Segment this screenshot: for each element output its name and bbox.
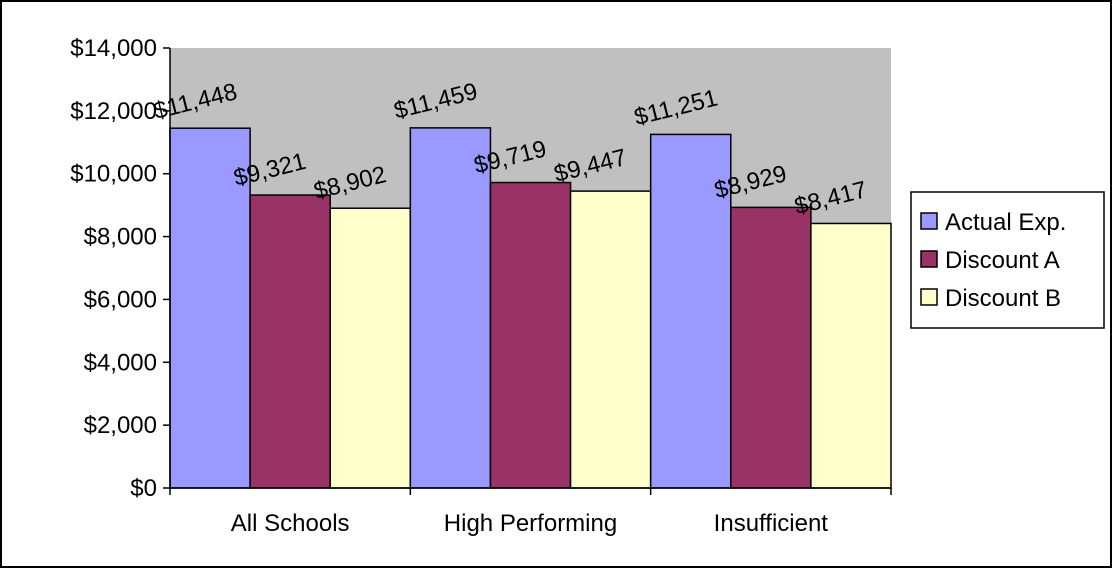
bar-discount-a-insufficient	[730, 206, 812, 489]
y-tick-label: $12,000	[70, 98, 157, 125]
x-category-label: High Performing	[444, 510, 617, 537]
bar-discount-b-high-performing	[569, 190, 652, 489]
y-tick-label: $14,000	[70, 35, 157, 62]
bar-discount-b-all-schools	[329, 207, 412, 489]
y-axis-tick-labels: $0 $2,000 $4,000 $6,000 $8,000 $10,000 $12,000…	[70, 35, 157, 502]
bar-actual-exp-insufficient	[649, 133, 732, 489]
bar-actual-exp-high-performing	[409, 127, 492, 489]
x-category-label: Insufficient	[714, 510, 829, 537]
y-tick-label: $6,000	[84, 286, 157, 313]
legend-swatch-actual-exp	[920, 212, 938, 230]
legend-label: Discount A	[945, 247, 1060, 274]
legend-swatch-discount-a	[920, 250, 938, 268]
y-tick-label: $2,000	[84, 412, 157, 439]
legend-swatch-discount-b	[920, 288, 938, 306]
axes-group	[163, 47, 892, 495]
legend-box	[910, 191, 1105, 329]
bar-actual-exp-all-schools	[169, 127, 251, 489]
x-category-label: All Schools	[231, 510, 350, 537]
legend-label: Actual Exp.	[945, 209, 1066, 236]
legend-label: Discount B	[945, 285, 1061, 312]
y-tick-label: $4,000	[84, 349, 157, 376]
y-tick-label: $8,000	[84, 224, 157, 251]
bar-discount-a-high-performing	[489, 181, 572, 489]
bar-discount-b-insufficient	[810, 222, 892, 489]
y-tick-label: $10,000	[70, 161, 157, 188]
bar-discount-a-all-schools	[249, 194, 331, 489]
legend: Actual Exp. Discount A Discount B	[910, 191, 1105, 329]
x-axis-category-labels: All Schools High Performing Insufficient	[231, 510, 829, 537]
bars-group	[169, 127, 892, 489]
y-tick-label: $0	[130, 475, 157, 502]
